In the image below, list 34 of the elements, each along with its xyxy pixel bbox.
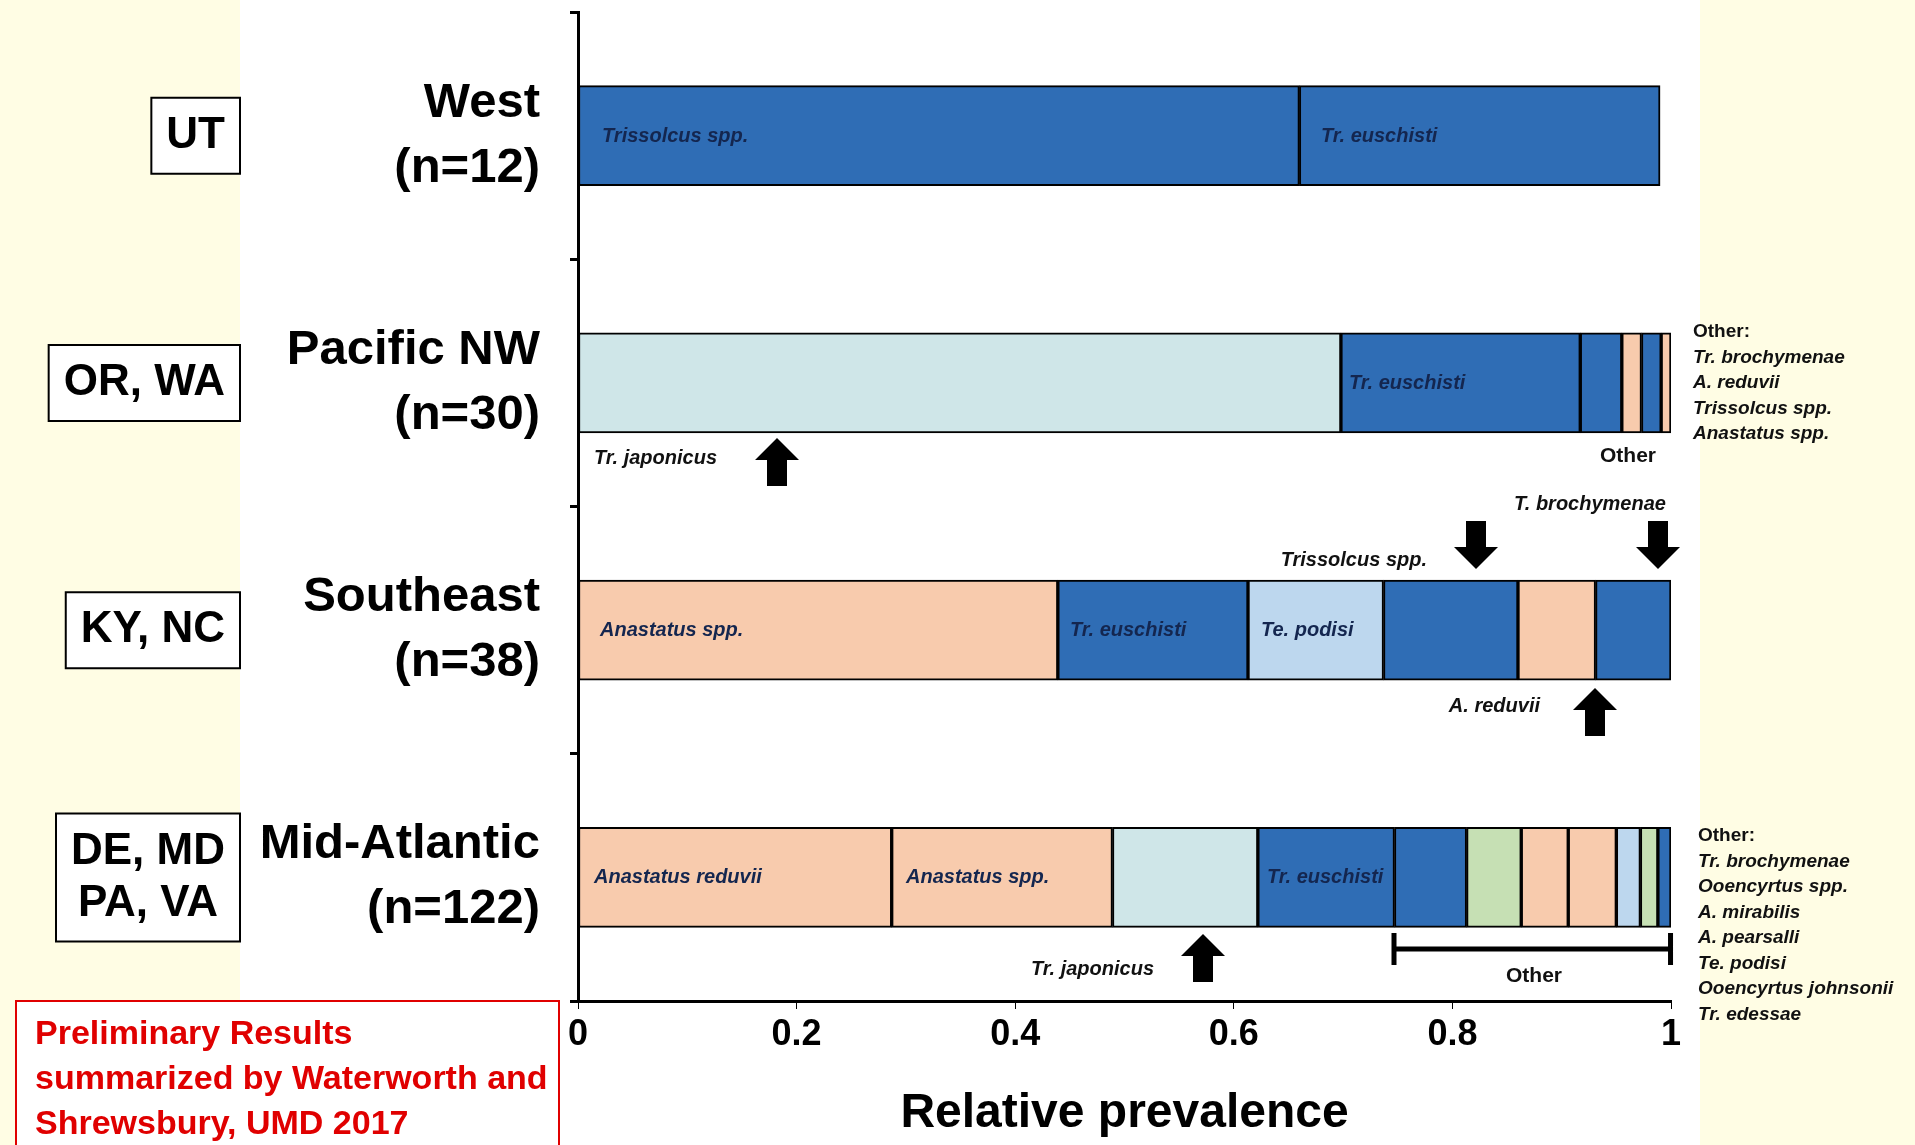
x-tick-label: 0.6 <box>1208 1011 1259 1053</box>
annotation: Tr. euschisti <box>1349 370 1466 393</box>
y-tick-label: Mid-Atlantic (n=122) <box>259 814 540 934</box>
annotation: Other <box>1505 962 1563 986</box>
annotation: Tr. euschisti <box>1321 123 1438 146</box>
text: Other: Tr. brochymenae Ooencyrtus spp. A. mirabilis A. pearsalli Te. podisi Ooencyrtus johnsonii Tr. edessae <box>1697 824 1895 1024</box>
x-tick-label: 0 <box>567 1011 589 1053</box>
text: DE, MD PA, VA <box>71 823 225 925</box>
annotation: T. brochymenae <box>1514 491 1666 514</box>
annotation: Tr. euschisti <box>1070 617 1187 640</box>
y-tick-label: Southeast (n=38) <box>303 567 540 687</box>
text: Other: Tr. brochymenae A. reduvii Trissolcus spp. Anastatus spp. <box>1692 320 1846 444</box>
text: KY, NC <box>80 602 225 652</box>
x-axis-title: Relative prevalence <box>900 1084 1349 1138</box>
text: Preliminary Results summarized by Waterworth and Shrewsbury, UMD 2017 <box>15 1000 560 1145</box>
y-tick-label: West (n=12) <box>394 72 540 192</box>
annotation: Tr. japonicus <box>594 445 717 468</box>
annotation: Anastatus reduvii <box>593 864 763 887</box>
x-tick-label: 0.2 <box>771 1011 822 1053</box>
annotation: Te. podisi <box>1261 617 1355 640</box>
text: OR, WA <box>63 355 225 405</box>
text: UT <box>166 107 226 157</box>
x-tick-label: 0.4 <box>990 1011 1041 1053</box>
x-tick-label: 0.8 <box>1427 1011 1478 1053</box>
annotation: Other <box>1599 442 1657 466</box>
annotation: Tr. euschisti <box>1267 864 1384 887</box>
annotation: A. reduvii <box>1447 693 1541 716</box>
annotation: Tr. japonicus <box>1031 956 1154 979</box>
annotation: Trissolcus spp. <box>602 123 749 146</box>
y-tick-label: Pacific NW (n=30) <box>286 319 541 439</box>
x-tick-label: 1 <box>1660 1011 1682 1053</box>
annotation: Anastatus spp. <box>905 864 1050 887</box>
annotation: Anastatus spp. <box>599 617 744 640</box>
annotation: Trissolcus spp. <box>1280 547 1427 570</box>
